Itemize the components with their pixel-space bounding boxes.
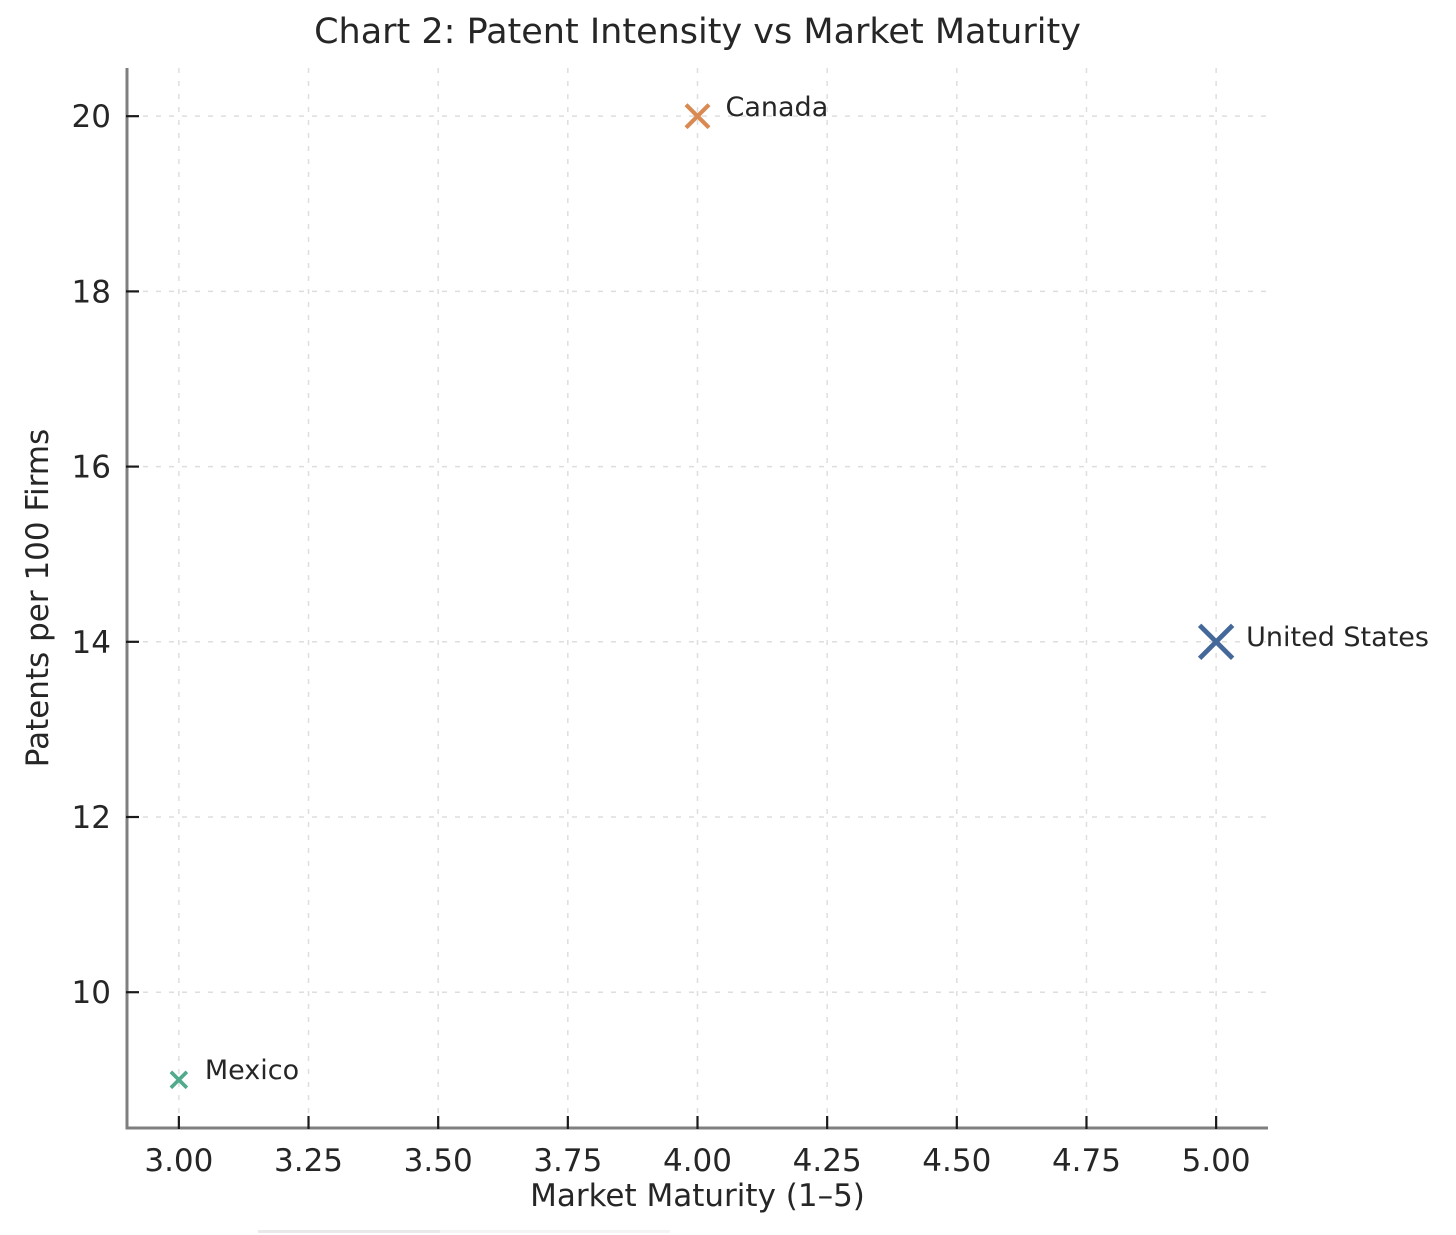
- x-tick-label: 4.75: [1052, 1143, 1121, 1179]
- point-label-united-states: United States: [1246, 622, 1429, 653]
- x-axis-label: Market Maturity (1–5): [530, 1178, 865, 1214]
- y-tick-label: 18: [72, 274, 111, 310]
- chart-title: Chart 2: Patent Intensity vs Market Matu…: [314, 12, 1081, 52]
- y-axis-label: Patents per 100 Firms: [20, 428, 56, 768]
- data-point-united-states: [1197, 623, 1235, 660]
- y-tick-label: 20: [72, 99, 111, 135]
- x-tick-label: 4.00: [663, 1143, 732, 1179]
- data-point-canada: [684, 103, 711, 130]
- data-point-mexico: [169, 1070, 189, 1090]
- x-tick-label: 3.00: [144, 1143, 213, 1179]
- x-tick-label: 3.50: [404, 1143, 473, 1179]
- y-tick-label: 10: [72, 975, 111, 1011]
- y-tick-label: 12: [72, 800, 111, 836]
- x-tick-label: 4.25: [793, 1143, 862, 1179]
- y-tick-label: 14: [72, 625, 111, 661]
- cropped-element-edge: [440, 1230, 670, 1233]
- point-label-canada: Canada: [726, 92, 829, 123]
- point-label-mexico: Mexico: [205, 1055, 299, 1086]
- cropped-element-edge: [258, 1230, 440, 1233]
- x-tick-label: 3.25: [274, 1143, 343, 1179]
- x-tick-label: 3.75: [533, 1143, 602, 1179]
- x-tick-label: 5.00: [1182, 1143, 1251, 1179]
- x-tick-label: 4.50: [922, 1143, 991, 1179]
- y-tick-label: 16: [72, 450, 111, 486]
